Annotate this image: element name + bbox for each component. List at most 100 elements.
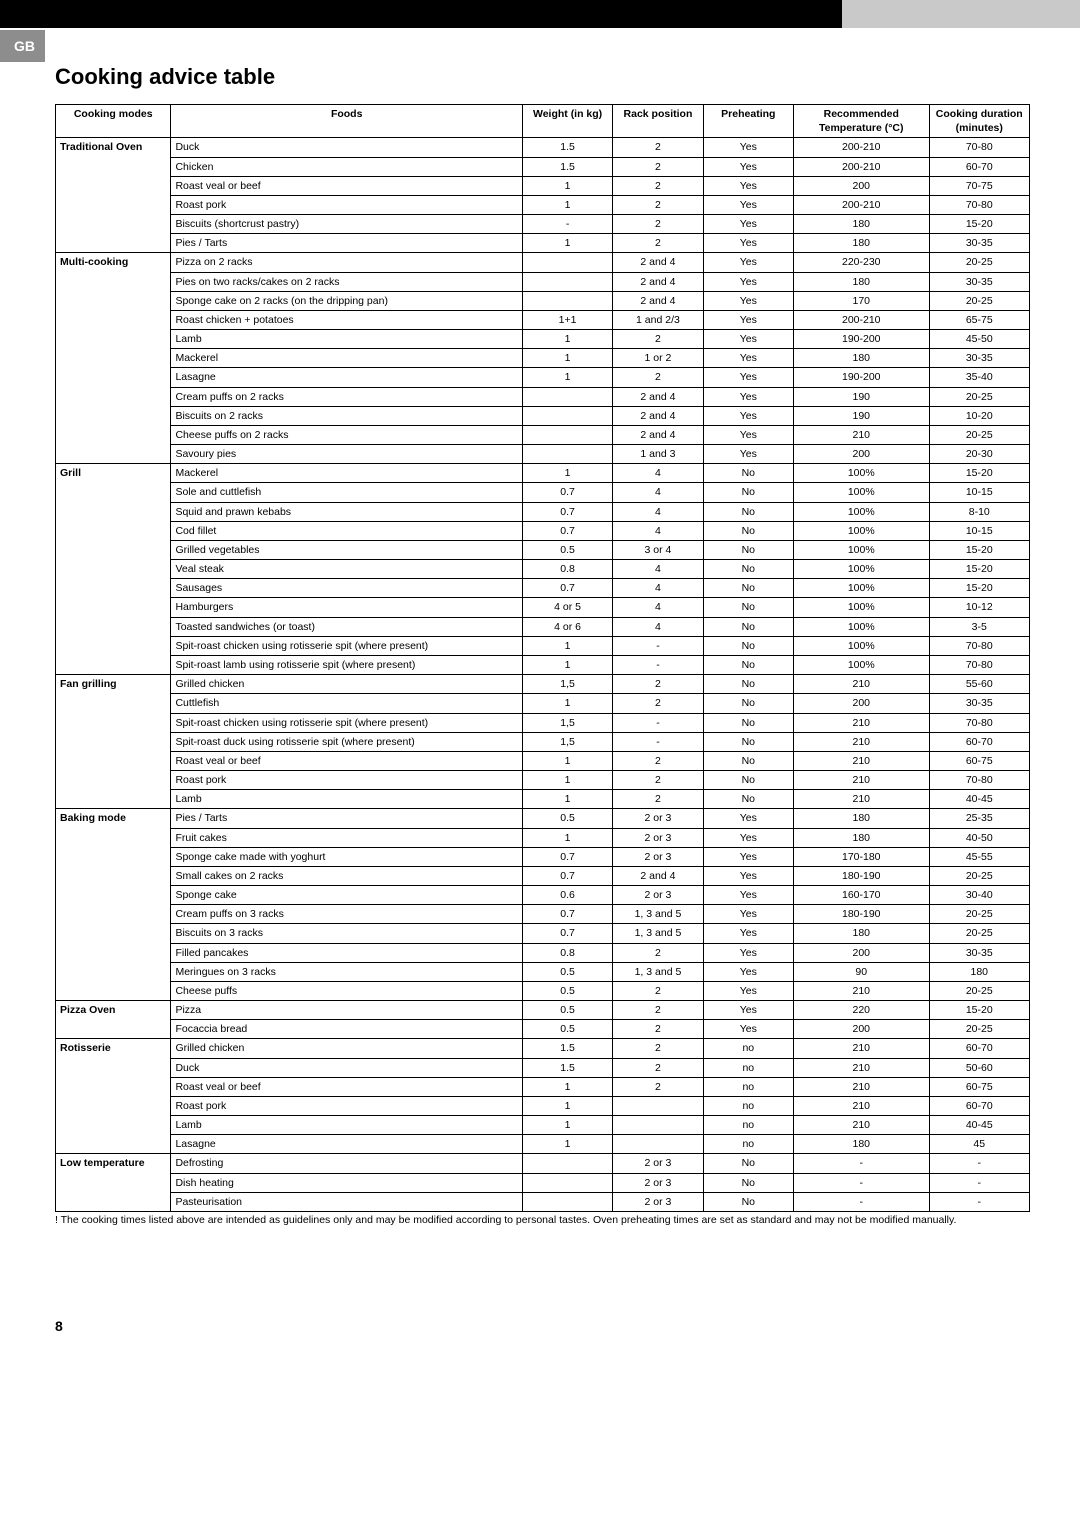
cell-food: Lamb [171,790,522,809]
cell-value: 2 and 4 [613,253,703,272]
cell-value: 180 [929,962,1029,981]
cell-value: 2 [613,1039,703,1058]
cell-value: no [703,1135,793,1154]
cell-value: 2 or 3 [613,1173,703,1192]
cell-value: 1 [522,234,612,253]
cell-value: 2 [613,981,703,1000]
cell-value: 200 [793,176,929,195]
cell-value: Yes [703,1020,793,1039]
cell-value: 1 [522,655,612,674]
cell-value: 4 or 5 [522,598,612,617]
cell-value: No [703,636,793,655]
cell-value: No [703,675,793,694]
cell-value: 220-230 [793,253,929,272]
cell-value: 210 [793,1116,929,1135]
cell-value: 2 [613,368,703,387]
cell-value: 170 [793,291,929,310]
cell-value: 210 [793,732,929,751]
cell-value: No [703,1154,793,1173]
cell-value: 2 and 4 [613,425,703,444]
cell-value: 190 [793,387,929,406]
cell-value: 2 [613,234,703,253]
cell-value: 2 [613,771,703,790]
cell-value: no [703,1039,793,1058]
cell-value: 10-12 [929,598,1029,617]
cell-value: 15-20 [929,215,1029,234]
cell-value: 45 [929,1135,1029,1154]
cell-value: 60-75 [929,1077,1029,1096]
cell-value: 200-210 [793,138,929,157]
cell-value: 4 [613,560,703,579]
cell-value: 200 [793,445,929,464]
cell-food: Pies on two racks/cakes on 2 racks [171,272,522,291]
cell-food: Defrosting [171,1154,522,1173]
cell-food: Sponge cake [171,886,522,905]
table-row: Cod fillet0.74No100%10-15 [56,521,1030,540]
cell-food: Spit-roast lamb using rotisserie spit (w… [171,655,522,674]
cell-food: Toasted sandwiches (or toast) [171,617,522,636]
cell-value: 1+1 [522,310,612,329]
cell-value: Yes [703,905,793,924]
cell-value: Yes [703,310,793,329]
table-row: Lamb1no21040-45 [56,1116,1030,1135]
cell-value: 15-20 [929,579,1029,598]
cell-value: Yes [703,234,793,253]
cell-food: Lasagne [171,1135,522,1154]
cell-food: Hamburgers [171,598,522,617]
cell-value: Yes [703,157,793,176]
th-weight: Weight (in kg) [522,105,612,138]
cell-value: 0.5 [522,540,612,559]
cell-value: 10-15 [929,483,1029,502]
cell-food: Lamb [171,1116,522,1135]
cell-food: Grilled chicken [171,1039,522,1058]
cell-value: - [929,1192,1029,1211]
cell-value: 2 or 3 [613,809,703,828]
cell-value: 2 and 4 [613,866,703,885]
cell-value: Yes [703,962,793,981]
cell-value: 65-75 [929,310,1029,329]
table-row: Spit-roast lamb using rotisserie spit (w… [56,655,1030,674]
table-row: Spit-roast chicken using rotisserie spit… [56,636,1030,655]
cell-value [522,253,612,272]
cell-food: Duck [171,138,522,157]
table-row: Fruit cakes12 or 3Yes18040-50 [56,828,1030,847]
table-row: Chicken1.52Yes200-21060-70 [56,157,1030,176]
cell-value: No [703,617,793,636]
cell-value: 0.5 [522,809,612,828]
cell-value: No [703,521,793,540]
cell-food: Cream puffs on 2 racks [171,387,522,406]
cell-value: 1.5 [522,138,612,157]
th-duration: Cooking duration (minutes) [929,105,1029,138]
cell-value: 100% [793,598,929,617]
cell-value: 100% [793,636,929,655]
cell-mode: Pizza Oven [56,1001,171,1039]
cell-value: No [703,540,793,559]
cell-value: 2 [613,751,703,770]
cell-value: 20-25 [929,981,1029,1000]
cell-value: 2 [613,943,703,962]
cell-value: 1 [522,464,612,483]
cell-value: No [703,694,793,713]
cell-mode: Low temperature [56,1154,171,1212]
cell-value [613,1116,703,1135]
cell-value: 4 [613,483,703,502]
table-row: Pies on two racks/cakes on 2 racks2 and … [56,272,1030,291]
cell-value: 200 [793,694,929,713]
cell-value: 70-80 [929,771,1029,790]
cell-value: 100% [793,483,929,502]
cell-value: 1, 3 and 5 [613,924,703,943]
cell-value: 60-70 [929,732,1029,751]
cell-value: 1 [522,1077,612,1096]
cell-value: Yes [703,981,793,1000]
table-row: GrillMackerel14No100%15-20 [56,464,1030,483]
cell-value: 180 [793,272,929,291]
cell-value: No [703,751,793,770]
cell-mode: Grill [56,464,171,675]
cell-value: 50-60 [929,1058,1029,1077]
cell-value: 0.5 [522,1020,612,1039]
cell-food: Sausages [171,579,522,598]
cell-value: 200-210 [793,195,929,214]
cell-value: 4 [613,579,703,598]
cell-value: 1 [522,771,612,790]
cell-food: Pasteurisation [171,1192,522,1211]
